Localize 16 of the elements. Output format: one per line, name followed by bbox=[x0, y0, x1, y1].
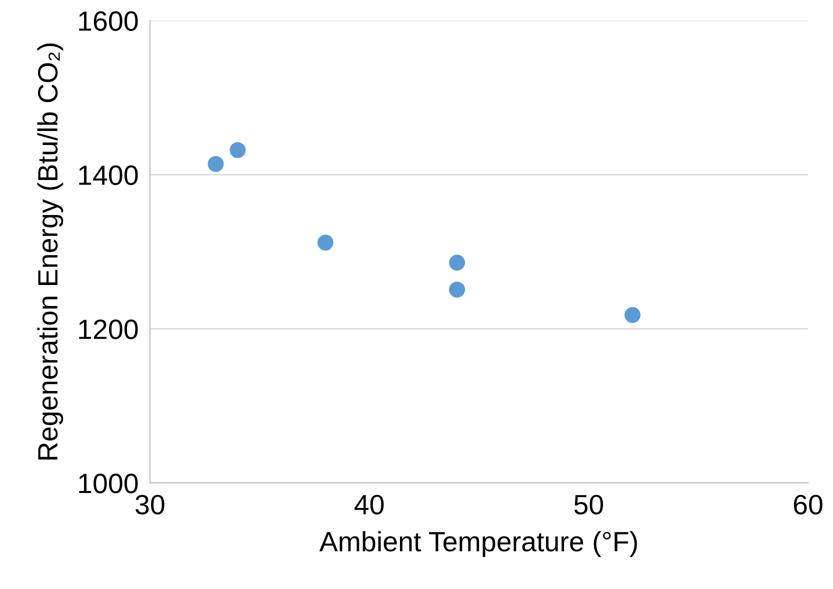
point bbox=[317, 234, 334, 251]
x-tick-label: 30 bbox=[136, 494, 164, 514]
y-tick-label: 1600 bbox=[79, 11, 138, 31]
x-axis-title: Ambient Temperature (°F) bbox=[319, 531, 637, 557]
y-tick-label: 1200 bbox=[79, 320, 138, 340]
y-tick-label: 1400 bbox=[79, 165, 138, 186]
y-tick-label: 1000 bbox=[79, 474, 138, 494]
point bbox=[449, 254, 466, 271]
x-tick-label: 40 bbox=[354, 494, 384, 514]
x-tick-label: 60 bbox=[794, 494, 822, 514]
point bbox=[230, 142, 246, 158]
x-tick-label: 50 bbox=[574, 494, 604, 514]
point bbox=[208, 156, 224, 172]
point bbox=[624, 307, 641, 323]
point bbox=[449, 282, 466, 298]
y-axis-title: Regeneration Energy (Btu/lb CO₂) bbox=[37, 44, 64, 460]
